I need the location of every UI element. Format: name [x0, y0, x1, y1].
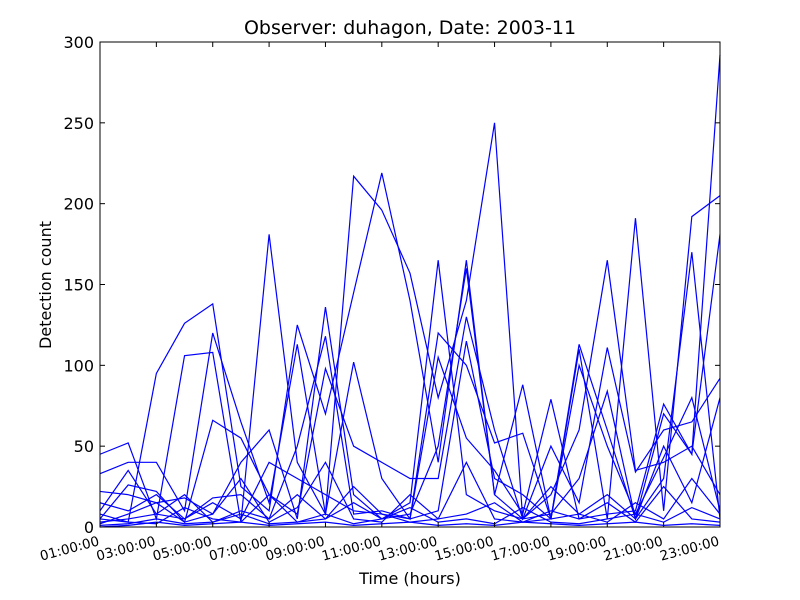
y-tick-label: 200 [63, 195, 94, 214]
y-tick-label: 100 [63, 356, 94, 375]
series-line-8 [99, 260, 721, 523]
y-tick-label: 250 [63, 114, 94, 133]
y-tick-label: 0 [84, 518, 94, 537]
series-line-7 [99, 340, 721, 523]
y-axis-label: Detection count [36, 221, 55, 349]
series-line-1 [99, 122, 721, 523]
series-line-6 [99, 316, 721, 524]
series-line-2 [99, 172, 721, 523]
x-axis-label: Time (hours) [358, 569, 461, 588]
y-tick-label: 300 [63, 33, 94, 52]
y-tick-label: 50 [74, 437, 94, 456]
series-line-9 [99, 461, 721, 525]
series-layer [99, 54, 721, 528]
series-line-11 [99, 506, 721, 526]
chart-title: Observer: duhagon, Date: 2003-11 [244, 17, 576, 39]
series-line-12 [99, 521, 721, 528]
plot-frame [99, 41, 721, 528]
y-tick-label: 150 [63, 276, 94, 295]
